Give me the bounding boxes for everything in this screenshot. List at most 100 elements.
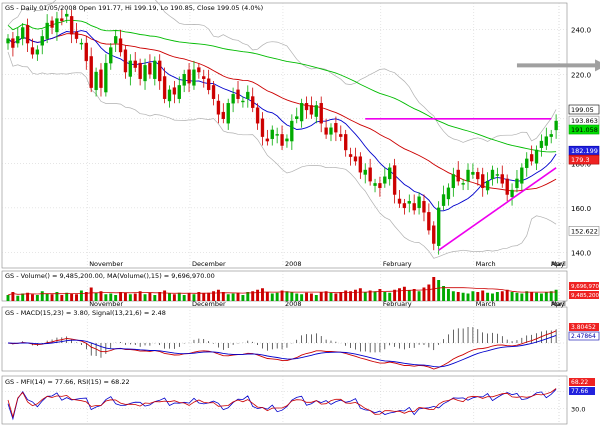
candle-body [162, 76, 167, 99]
volume-bar [109, 293, 113, 301]
candle-body [392, 165, 397, 195]
candle-body [510, 189, 514, 197]
volume-month-label: April [551, 300, 566, 308]
volume-bar [422, 287, 426, 301]
volume-bar [500, 291, 504, 301]
ma-green-line [7, 19, 557, 153]
volume-bar [119, 292, 123, 301]
volume-bar [515, 292, 519, 301]
volume-bar [461, 292, 465, 301]
volume-bar [148, 292, 152, 301]
volume-bar [544, 292, 548, 301]
candle-body [407, 200, 411, 204]
rsi-label-value: 68.22 [571, 379, 588, 386]
volume-bar [285, 291, 289, 301]
volume-bar [265, 292, 269, 301]
candle-body [534, 149, 539, 164]
candle-body [539, 140, 544, 148]
volume-bar [549, 291, 553, 301]
candle-body [495, 174, 500, 176]
volume-month-label: May [551, 300, 565, 308]
candle-body [471, 172, 475, 175]
candle-body [358, 156, 363, 173]
volume-bar [329, 292, 333, 301]
volume-header-text: GS - Volume() = 9,485,200.00, MA(Volume(… [5, 272, 215, 280]
candle-body [172, 87, 177, 95]
candle-body [520, 167, 524, 184]
volume-month-label: November [89, 300, 123, 308]
volume-bar [363, 292, 367, 301]
candle-body [202, 76, 206, 79]
candle-body [84, 42, 88, 62]
volume-bar [123, 292, 127, 301]
volume-bar [153, 295, 157, 301]
volume-bar [505, 289, 509, 301]
candle-body [451, 174, 456, 189]
volume-bar [535, 292, 538, 301]
volume-bar [300, 294, 304, 301]
volume-label-value: 9,696,970 [571, 284, 599, 290]
candle-body [529, 154, 534, 162]
candle-body [133, 60, 137, 68]
ma-blue-line [7, 30, 557, 212]
volume-bar [295, 293, 299, 301]
volume-bar [21, 293, 25, 301]
volume-bar [256, 289, 260, 301]
price-month-label: May [551, 260, 565, 268]
macd-label-value: 2.47864 [571, 333, 596, 340]
candle-body [45, 22, 49, 39]
candle-body [299, 103, 304, 122]
volume-bar [236, 292, 240, 301]
volume-bar [212, 291, 216, 301]
volume-bar [456, 292, 460, 301]
candle-body [241, 100, 245, 103]
candle-body [65, 13, 69, 17]
volume-bar [26, 292, 30, 301]
price-label-value: 179.3 [571, 156, 590, 164]
candle-body [40, 36, 44, 46]
volume-bar [192, 294, 196, 301]
volume-bar [393, 289, 397, 301]
volume-bar [471, 291, 475, 301]
candle-body [231, 94, 235, 104]
volume-bar [231, 293, 235, 301]
candle-body [368, 167, 372, 182]
candle-body [187, 69, 191, 84]
volume-bar [309, 293, 313, 301]
volume-bar [16, 295, 20, 301]
price-month-label: 2008 [285, 260, 302, 268]
volume-bar [89, 287, 93, 301]
candle-body [69, 16, 74, 35]
volume-bar [75, 294, 78, 301]
volume-bar [319, 292, 323, 301]
candle-body [192, 69, 196, 86]
candle-body [138, 62, 142, 79]
volume-bar [495, 292, 499, 301]
volume-bar [554, 289, 558, 301]
candle-body [275, 134, 279, 136]
candle-body [525, 158, 529, 168]
candle-body [60, 18, 64, 22]
volume-bar [35, 295, 39, 301]
volume-bar [402, 286, 406, 301]
volume-bar [187, 293, 191, 301]
volume-bar [6, 295, 10, 301]
price-month-label: April [551, 260, 566, 268]
volume-bar [407, 290, 411, 301]
candle-body [344, 134, 348, 151]
volume-bar [481, 290, 485, 301]
candle-body [6, 38, 10, 44]
candle-body [417, 196, 421, 209]
mfi-label-value: 77.66 [571, 388, 588, 395]
candle-body [251, 96, 255, 108]
volume-bar [368, 290, 372, 301]
candle-body [118, 38, 123, 53]
candle-body [158, 60, 162, 82]
volume-bar [383, 292, 387, 301]
candle-body [79, 42, 84, 45]
candle-body [216, 100, 221, 115]
y-tick-label: 240.0 [571, 27, 591, 35]
direction-arrow-head [595, 59, 600, 72]
bollinger-lower-line [7, 51, 557, 259]
